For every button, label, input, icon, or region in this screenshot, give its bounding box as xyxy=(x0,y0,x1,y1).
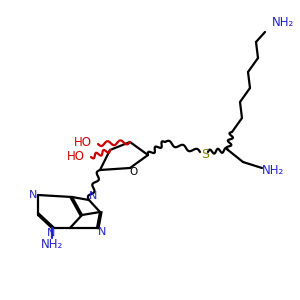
Text: NH₂: NH₂ xyxy=(262,164,284,176)
Text: N: N xyxy=(29,190,37,200)
Text: HO: HO xyxy=(67,151,85,164)
Text: O: O xyxy=(130,167,138,177)
Text: N: N xyxy=(98,227,106,237)
Text: S: S xyxy=(201,148,209,160)
Text: N: N xyxy=(89,191,97,201)
Text: NH₂: NH₂ xyxy=(41,238,63,251)
Text: N: N xyxy=(47,228,55,238)
Text: HO: HO xyxy=(74,136,92,148)
Text: NH₂: NH₂ xyxy=(272,16,294,28)
